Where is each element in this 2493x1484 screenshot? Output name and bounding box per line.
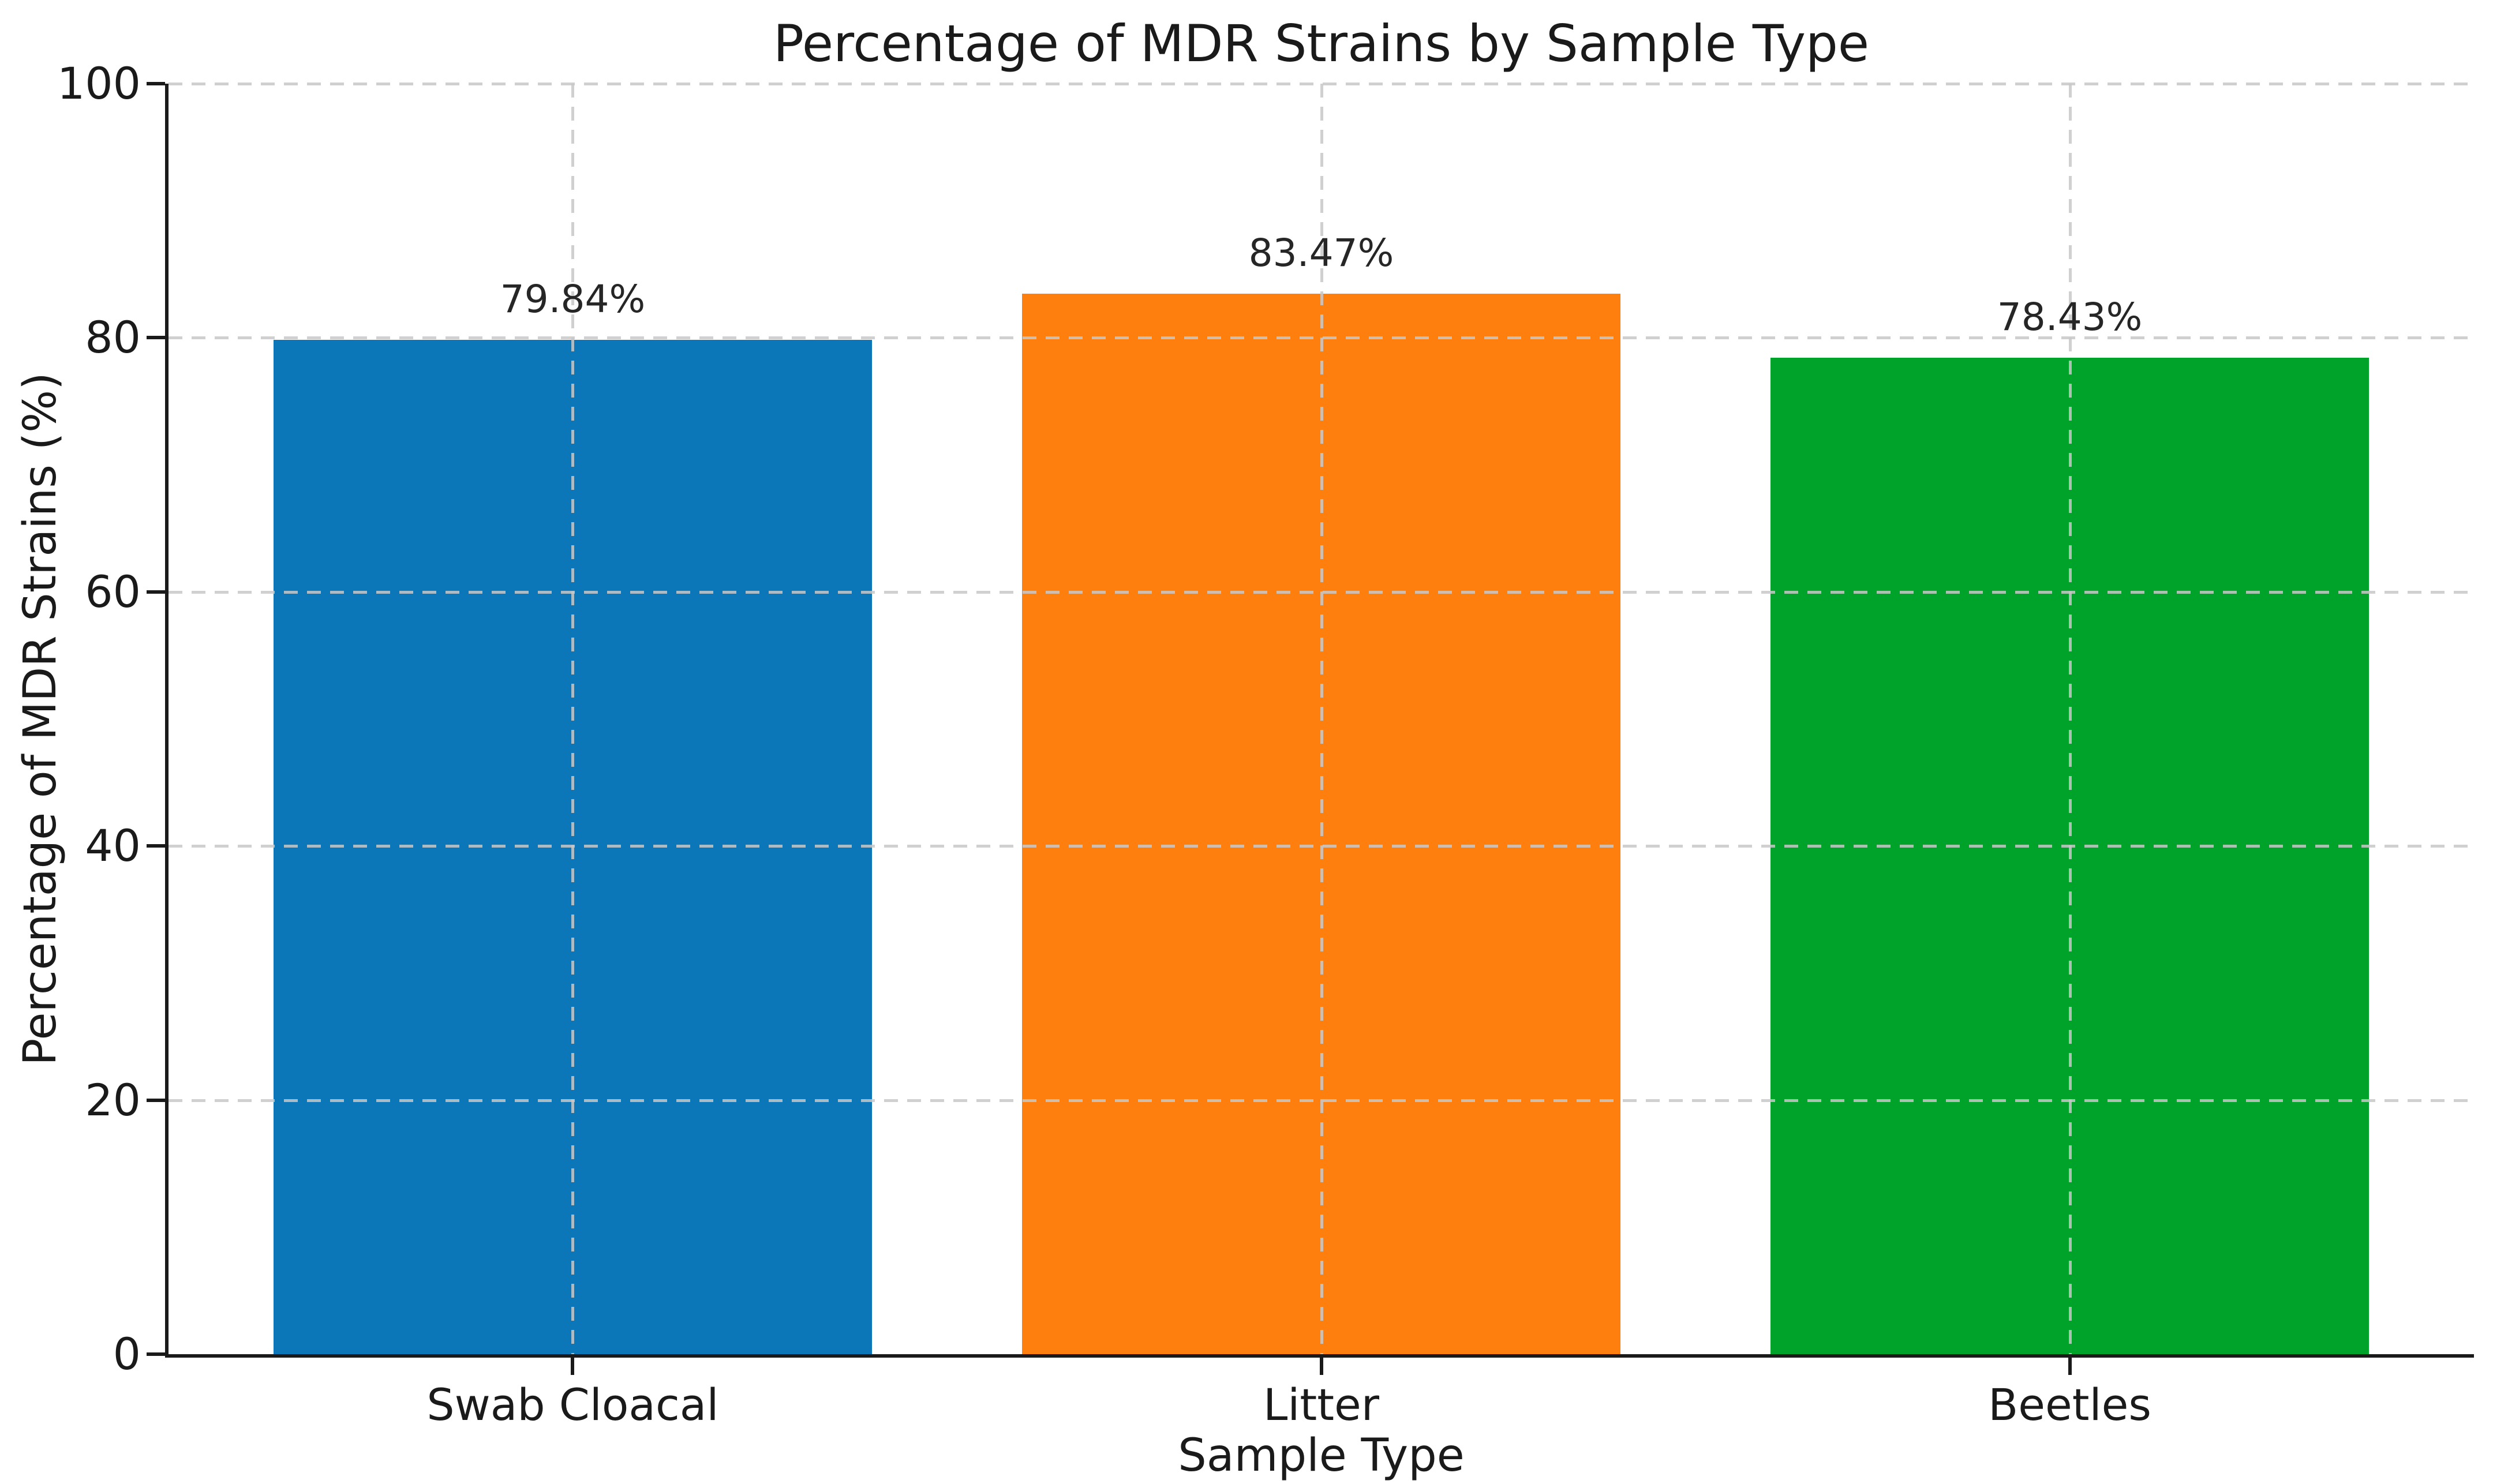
v-gridline-0 (571, 84, 575, 1354)
y-tick-label-100: 100 (57, 58, 141, 109)
bar-value-label-0: 79.84% (500, 276, 646, 321)
y-axis-label: Percentage of MDR Strains (%) (14, 372, 66, 1066)
bar-value-label-1: 83.47% (1248, 231, 1394, 275)
y-tick-mark-60 (147, 590, 165, 594)
v-gridline-2 (2068, 84, 2072, 1354)
bar-value-label-2: 78.43% (1997, 294, 2143, 339)
y-tick-label-80: 80 (85, 312, 141, 363)
plot-area: 79.84% 83.47% 78.43% (165, 83, 2474, 1358)
y-tick-label-20: 20 (85, 1074, 141, 1126)
chart-title: Percentage of MDR Strains by Sample Type (773, 14, 1870, 73)
y-tick-mark-80 (147, 336, 165, 340)
category-label-0: Swab Cloacal (426, 1379, 719, 1430)
y-tick-label-60: 60 (85, 565, 141, 617)
y-tick-label-0: 0 (113, 1328, 141, 1380)
y-tick-mark-100 (147, 82, 165, 85)
category-label-1: Litter (1263, 1379, 1380, 1430)
x-tick-mark-0 (571, 1358, 575, 1375)
x-axis-label: Sample Type (1178, 1430, 1465, 1482)
x-tick-mark-2 (2068, 1358, 2072, 1375)
y-tick-mark-40 (147, 844, 165, 848)
x-tick-mark-1 (1319, 1358, 1323, 1375)
y-tick-label-40: 40 (85, 820, 141, 872)
category-label-2: Beetles (1988, 1379, 2152, 1430)
y-tick-mark-20 (147, 1098, 165, 1102)
v-gridline-1 (1320, 84, 1323, 1354)
y-tick-mark-0 (147, 1352, 165, 1356)
